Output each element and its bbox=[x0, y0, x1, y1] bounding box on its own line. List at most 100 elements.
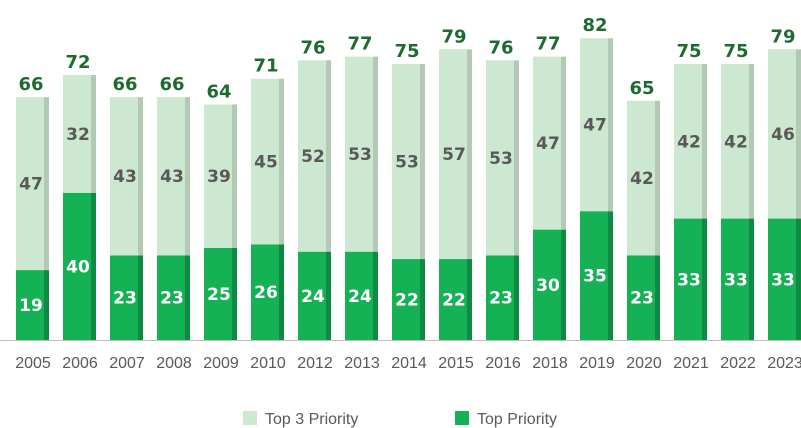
value-label-top-priority-2013: 24 bbox=[348, 287, 372, 307]
bar-top3-priority-side-2013 bbox=[373, 56, 378, 252]
bar-top-priority-side-2020 bbox=[655, 255, 660, 340]
bar-top-priority-2009 bbox=[204, 248, 232, 340]
legend-top3-priority-label: Top 3 Priority bbox=[265, 411, 358, 428]
value-label-top-priority-2021: 33 bbox=[677, 270, 701, 290]
bar-top3-priority-2022 bbox=[721, 64, 749, 219]
x-tick-2020: 2020 bbox=[626, 355, 662, 372]
bar-top3-priority-2005 bbox=[16, 97, 44, 271]
value-label-top3-priority-2021: 42 bbox=[677, 132, 701, 152]
x-tick-2010: 2010 bbox=[250, 355, 286, 372]
x-tick-2013: 2013 bbox=[344, 355, 380, 372]
total-label-2018: 77 bbox=[535, 34, 560, 55]
bar-top3-priority-side-2014 bbox=[420, 64, 425, 260]
value-label-top-priority-2009: 25 bbox=[207, 285, 231, 305]
total-label-2014: 75 bbox=[394, 41, 419, 62]
bar-top3-priority-side-2022 bbox=[749, 64, 754, 219]
x-tick-2018: 2018 bbox=[532, 355, 568, 372]
total-label-2012: 76 bbox=[300, 37, 325, 58]
bar-top3-priority-side-2019 bbox=[608, 38, 613, 212]
bar-top-priority-2015 bbox=[439, 259, 467, 340]
bar-top-priority-side-2014 bbox=[420, 259, 425, 340]
bar-top-priority-side-2012 bbox=[326, 251, 331, 340]
bar-top3-priority-2016 bbox=[486, 60, 514, 256]
bar-top3-priority-side-2012 bbox=[326, 60, 331, 252]
bar-top3-priority-2013 bbox=[345, 56, 373, 252]
bar-top-priority-2020 bbox=[627, 255, 655, 340]
value-label-top3-priority-2019: 47 bbox=[583, 116, 607, 136]
total-label-2009: 64 bbox=[206, 81, 231, 102]
value-label-top-priority-2023: 33 bbox=[771, 270, 795, 290]
bar-top-priority-side-2007 bbox=[138, 255, 143, 340]
bar-top-priority-side-2022 bbox=[749, 218, 754, 340]
legend-top-priority-swatch bbox=[455, 411, 469, 425]
value-label-top3-priority-2010: 45 bbox=[254, 153, 278, 173]
value-label-top-priority-2008: 23 bbox=[160, 289, 184, 309]
value-label-top-priority-2015: 22 bbox=[442, 291, 466, 311]
value-label-top3-priority-2005: 47 bbox=[19, 175, 43, 195]
value-label-top3-priority-2020: 42 bbox=[630, 169, 654, 189]
bar-top-priority-side-2021 bbox=[702, 218, 707, 340]
bar-top-priority-side-2009 bbox=[232, 248, 237, 340]
bar-top3-priority-2006 bbox=[63, 75, 91, 193]
total-label-2006: 72 bbox=[65, 52, 90, 73]
x-tick-labels: 2005 2006 2007 2008 2009 2010 2012 2013 2014 2015… bbox=[15, 355, 801, 372]
bar-top3-priority-2012 bbox=[298, 60, 326, 252]
x-tick-2016: 2016 bbox=[485, 355, 521, 372]
value-label-top3-priority-2014: 53 bbox=[395, 153, 419, 173]
value-label-top3-priority-2008: 43 bbox=[160, 167, 184, 187]
total-label-2007: 66 bbox=[112, 74, 137, 95]
bar-top3-priority-2023 bbox=[768, 49, 796, 219]
value-label-top3-priority-2013: 53 bbox=[348, 145, 372, 165]
total-label-2022: 75 bbox=[723, 41, 748, 62]
value-label-top3-priority-2007: 43 bbox=[113, 167, 137, 187]
bar-top3-priority-2008 bbox=[157, 97, 185, 256]
bar-top3-priority-side-2010 bbox=[279, 78, 284, 245]
total-label-2020: 65 bbox=[629, 78, 654, 99]
x-tick-2008: 2008 bbox=[156, 355, 192, 372]
x-tick-2012: 2012 bbox=[297, 355, 333, 372]
bar-top3-priority-side-2023 bbox=[796, 49, 801, 219]
bar-top-priority-side-2006 bbox=[91, 192, 96, 340]
value-label-top3-priority-2006: 32 bbox=[66, 125, 90, 145]
value-label-top-priority-2005: 19 bbox=[19, 296, 43, 316]
total-label-2019: 82 bbox=[582, 15, 607, 36]
total-label-2016: 76 bbox=[488, 37, 513, 58]
bars-group: 19 47 66 40 32 72 23 43 66 23 43 66 25 39 64 26 45 71 24 52… bbox=[16, 15, 801, 340]
bar-top-priority-side-2015 bbox=[467, 259, 472, 340]
bar-top-priority-2012 bbox=[298, 251, 326, 340]
bar-top3-priority-side-2015 bbox=[467, 49, 472, 260]
value-label-top3-priority-2023: 46 bbox=[771, 125, 795, 145]
x-tick-2023: 2023 bbox=[767, 355, 801, 372]
bar-top3-priority-2021 bbox=[674, 64, 702, 219]
x-tick-2006: 2006 bbox=[62, 355, 98, 372]
x-tick-2021: 2021 bbox=[673, 355, 709, 372]
total-label-2008: 66 bbox=[159, 74, 184, 95]
value-label-top3-priority-2009: 39 bbox=[207, 167, 231, 187]
legend: Top 3 Priority Top Priority bbox=[243, 411, 557, 428]
x-tick-2014: 2014 bbox=[391, 355, 427, 372]
bar-top-priority-2005 bbox=[16, 270, 44, 340]
bar-top3-priority-side-2009 bbox=[232, 104, 237, 248]
value-label-top-priority-2014: 22 bbox=[395, 291, 419, 311]
bar-top-priority-side-2023 bbox=[796, 218, 801, 340]
x-tick-2007: 2007 bbox=[109, 355, 145, 372]
bar-top-priority-2007 bbox=[110, 255, 138, 340]
bar-top3-priority-2010 bbox=[251, 78, 279, 245]
bar-top3-priority-side-2008 bbox=[185, 97, 190, 256]
x-tick-2022: 2022 bbox=[720, 355, 756, 372]
bar-top-priority-2019 bbox=[580, 211, 608, 340]
bar-top3-priority-2019 bbox=[580, 38, 608, 212]
bar-top-priority-side-2013 bbox=[373, 251, 378, 340]
bar-top-priority-2006 bbox=[63, 192, 91, 340]
bar-top-priority-2016 bbox=[486, 255, 514, 340]
bar-top-priority-2010 bbox=[251, 244, 279, 340]
bar-top-priority-2014 bbox=[392, 259, 420, 340]
total-label-2023: 79 bbox=[770, 26, 795, 47]
total-label-2005: 66 bbox=[18, 74, 43, 95]
bar-top-priority-side-2018 bbox=[561, 229, 566, 340]
value-label-top3-priority-2016: 53 bbox=[489, 149, 513, 169]
legend-top-priority-label: Top Priority bbox=[477, 411, 557, 428]
total-label-2013: 77 bbox=[347, 34, 372, 55]
bar-top-priority-side-2016 bbox=[514, 255, 519, 340]
